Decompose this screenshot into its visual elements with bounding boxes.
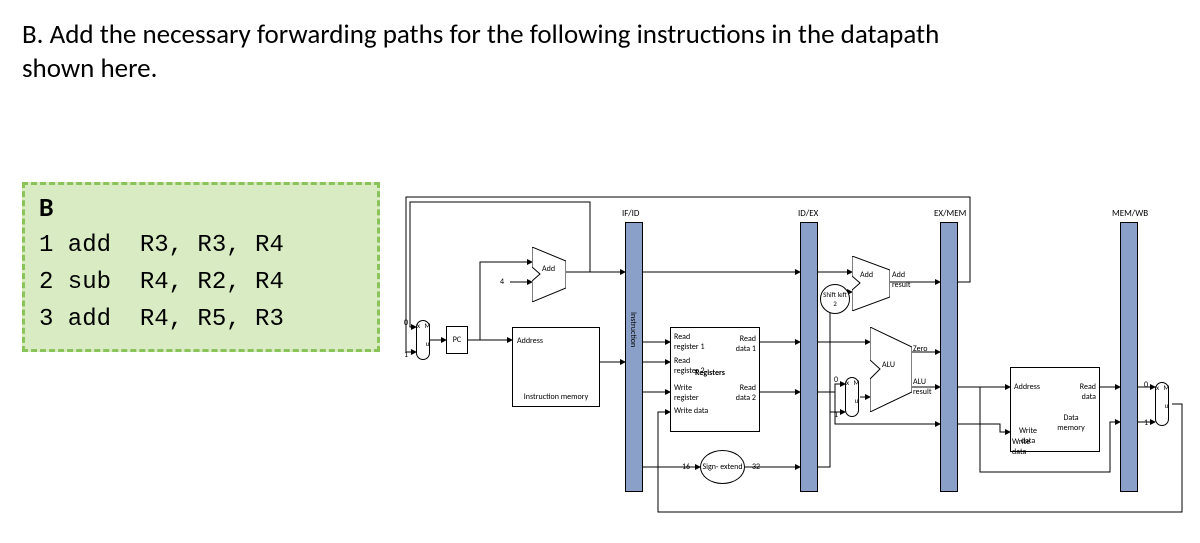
sign-in-bits: 16 <box>682 462 690 472</box>
add-result-label: Add result <box>892 270 918 290</box>
pc-src-mux: M u x <box>416 320 430 360</box>
alu-src-mux: M u x <box>845 377 859 417</box>
adder-1-label: Add <box>542 264 555 274</box>
mux-1-label: 1 <box>404 350 408 360</box>
sign-out-bits: 32 <box>752 462 760 472</box>
wbmux-0: 0 <box>1144 380 1148 390</box>
instruction-memory: Address Instruction memory <box>512 327 600 407</box>
mem-wb-label: MEM/WB <box>1112 208 1148 219</box>
id-ex-register <box>800 222 818 492</box>
register-file: Read register 1 Read register 2 Write re… <box>670 327 760 432</box>
question-heading: B. Add the necessary forwarding paths fo… <box>22 18 982 86</box>
mux-0-label: 0 <box>404 318 408 328</box>
if-id-register <box>625 222 643 492</box>
ex-mem-label: EX/MEM <box>934 208 966 219</box>
adder-2-label: Add <box>860 270 873 280</box>
adder-2-shape <box>852 256 890 311</box>
alu-result-label: ALU result <box>913 377 938 397</box>
wb-mux: M u x <box>1155 382 1169 426</box>
wbmux-1: 1 <box>1144 418 1148 428</box>
instruction-codebox: B 1 add R3, R3, R4 2 sub R4, R2, R4 3 ad… <box>22 182 380 352</box>
const-4: 4 <box>500 277 504 287</box>
pc-register: PC <box>446 326 468 354</box>
adder-1-shape <box>532 247 566 302</box>
dmem-write-data-label: Write data <box>1012 437 1040 457</box>
zero-label: Zero <box>913 344 927 354</box>
codebox-lines: 1 add R3, R3, R4 2 sub R4, R2, R4 3 add … <box>39 227 363 339</box>
if-id-label: IF/ID <box>622 208 639 219</box>
instruction-label: Instruction <box>628 312 638 347</box>
sign-extend: Sign- extend <box>700 450 745 484</box>
shift-left-2: Shift left 2 <box>820 284 850 314</box>
alu-label: ALU <box>882 360 895 370</box>
ex-mem-register <box>940 222 958 492</box>
mem-wb-register <box>1120 222 1138 492</box>
alumux-1: 1 <box>834 410 838 420</box>
id-ex-label: ID/EX <box>798 208 818 219</box>
pipeline-diagram: M u x 0 1 PC Add 4 Address Instruction m… <box>400 192 1190 522</box>
codebox-tag: B <box>39 191 54 223</box>
alumux-0: 0 <box>834 375 838 385</box>
